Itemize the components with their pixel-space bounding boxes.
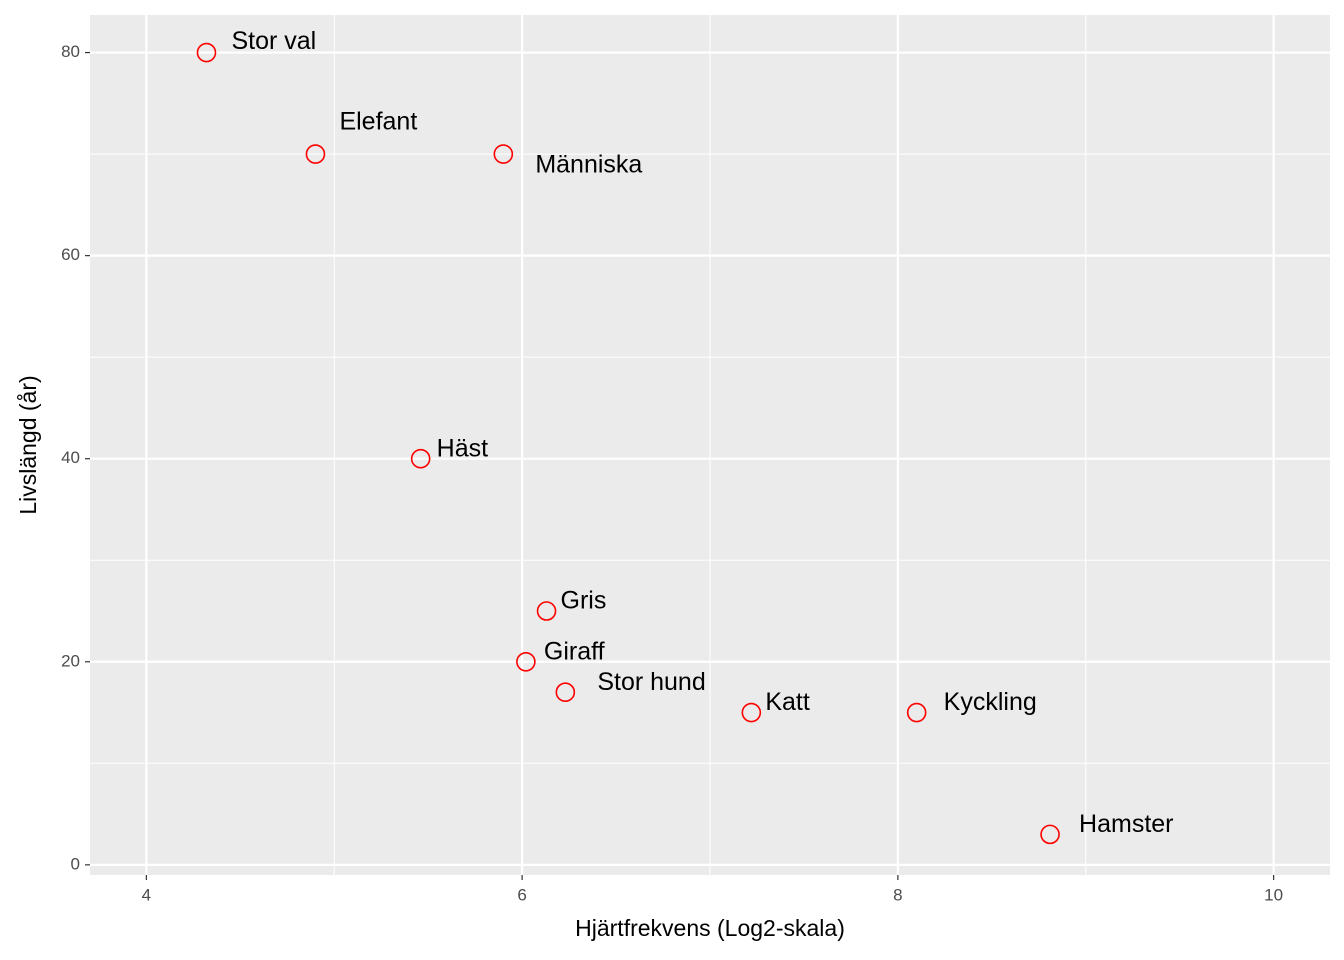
y-tick-label: 20 — [61, 651, 80, 670]
y-tick-label: 60 — [61, 245, 80, 264]
y-tick-label: 40 — [61, 448, 80, 467]
x-axis-title: Hjärtfrekvens (Log2-skala) — [575, 915, 845, 941]
point — [906, 702, 927, 723]
point — [305, 144, 326, 164]
point-label: Gris — [561, 587, 607, 615]
point-label: Katt — [765, 688, 810, 716]
point-label: Hamster — [1079, 810, 1173, 838]
point — [196, 42, 217, 63]
point-label: Människa — [535, 151, 642, 179]
point — [516, 651, 536, 672]
x-tick-label: 6 — [517, 885, 526, 904]
point-label: Stor hund — [597, 668, 705, 696]
point — [493, 144, 514, 164]
point-label: Kyckling — [944, 688, 1037, 716]
point — [741, 702, 762, 723]
point — [1040, 824, 1060, 845]
point-label: Giraff — [544, 637, 605, 665]
y-tick-label: 0 — [71, 854, 80, 873]
point-label: Stor val — [231, 27, 316, 55]
y-tick-label: 80 — [61, 42, 80, 61]
x-tick-label: 4 — [142, 885, 151, 904]
point-label: Elefant — [339, 108, 417, 136]
x-tick-label: 10 — [1264, 885, 1283, 904]
point — [555, 682, 576, 703]
point — [536, 601, 557, 621]
point — [410, 448, 431, 469]
x-tick-label: 8 — [893, 885, 902, 904]
y-axis-title: Livslängd (år) — [15, 375, 41, 514]
point-label: Häst — [437, 434, 488, 462]
